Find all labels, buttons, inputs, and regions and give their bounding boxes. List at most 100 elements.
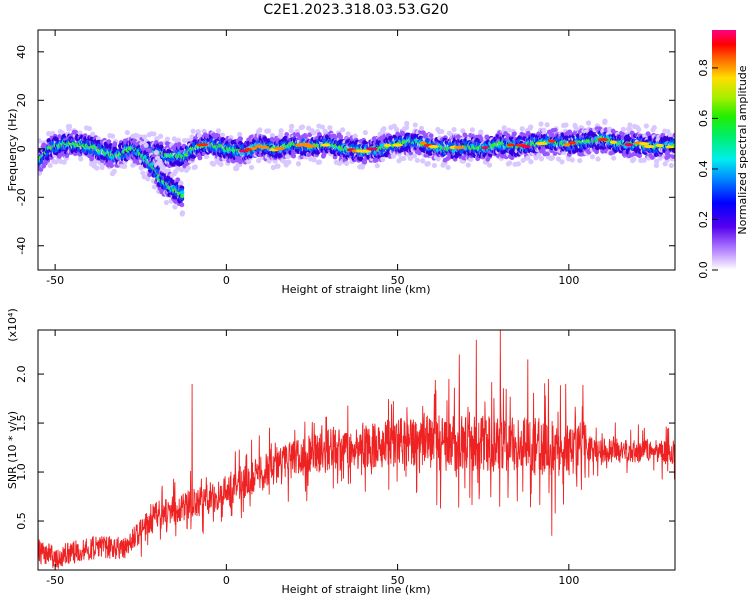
heatmap-cell [552, 127, 558, 133]
heatmap-cell [345, 131, 351, 137]
heatmap-cell [111, 142, 117, 148]
heatmap-cell [538, 156, 545, 162]
heatmap-cell [288, 127, 294, 134]
heatmap-cell [185, 165, 191, 171]
heatmap-cell [412, 122, 418, 128]
heatmap-cell [620, 126, 626, 132]
heatmap-cell [552, 151, 558, 156]
heatmap-cell [340, 127, 346, 133]
spectrogram-heatmap [38, 118, 675, 217]
heatmap-cell [528, 159, 534, 165]
heatmap-cell [319, 124, 326, 130]
heatmap-cell [154, 136, 160, 142]
heatmap-cell [374, 163, 380, 169]
heatmap-cell [109, 133, 116, 139]
heatmap-cell [631, 156, 637, 162]
heatmap-cell [469, 127, 475, 133]
heatmap-cell [401, 155, 407, 162]
heatmap-cell [404, 120, 410, 127]
heatmap-cell [246, 159, 252, 165]
heatmap-cell [519, 126, 525, 132]
heatmap-cell [555, 156, 562, 162]
heatmap-cell [362, 129, 368, 136]
heatmap-cell [265, 128, 272, 134]
heatmap-cell [549, 155, 555, 161]
heatmap-cell [111, 168, 117, 174]
heatmap-cell [594, 149, 600, 155]
heatmap-cell [316, 159, 323, 165]
heatmap-cell [295, 161, 302, 167]
heatmap-cell [418, 125, 425, 131]
heatmap-cell [627, 122, 633, 128]
heatmap-cell [42, 142, 48, 148]
heatmap-cell [289, 123, 295, 129]
heatmap-cell [203, 153, 210, 160]
heatmap-cell [649, 155, 655, 160]
heatmap-cell [411, 153, 418, 159]
heatmap-cell [670, 154, 675, 159]
heatmap-cell [307, 132, 313, 138]
heatmap-cell [141, 134, 148, 140]
heatmap-cell [38, 167, 44, 172]
heatmap-cell [477, 130, 484, 136]
heatmap-cell [38, 170, 43, 176]
heatmap-cell [538, 121, 544, 127]
heatmap-cell [73, 129, 79, 135]
heatmap-cell [197, 155, 203, 161]
heatmap-cell [668, 162, 674, 169]
heatmap-cell [53, 159, 59, 165]
heatmap-cell [90, 131, 96, 137]
heatmap-cell [192, 164, 198, 170]
heatmap-cell [99, 164, 105, 171]
heatmap-cell [237, 131, 243, 138]
heatmap-cell [507, 160, 513, 166]
heatmap-cell [284, 132, 290, 137]
heatmap-cell [311, 157, 317, 163]
heatmap-cell [393, 126, 400, 132]
heatmap-cell [506, 127, 512, 133]
chart-title: C2E1.2023.318.03.53.G20 [263, 2, 449, 18]
heatmap-cell [509, 155, 515, 161]
heatmap-cell [53, 136, 59, 142]
heatmap-cell [641, 157, 647, 163]
heatmap-cell [525, 155, 531, 161]
heatmap-cell [653, 162, 660, 169]
heatmap-cell [286, 159, 292, 165]
heatmap-cell [636, 126, 642, 132]
heatmap-cell [255, 158, 262, 164]
heatmap-cell [327, 125, 333, 131]
heatmap-cell [425, 161, 431, 167]
heatmap-cell [451, 126, 457, 133]
heatmap-cell [407, 155, 414, 161]
heatmap-cell [175, 137, 181, 143]
heatmap-cell [121, 163, 128, 169]
heatmap-cell [92, 159, 98, 165]
heatmap-cell [132, 139, 138, 145]
heatmap-cell [344, 160, 350, 166]
heatmap-cell [662, 161, 668, 167]
heatmap-cell [589, 154, 596, 160]
heatmap-cell [257, 127, 263, 133]
heatmap-cell [559, 159, 565, 165]
heatmap-cell [66, 123, 73, 130]
heatmap-cell [653, 158, 660, 164]
heatmap-cell [237, 136, 243, 142]
heatmap-cell [151, 131, 157, 137]
heatmap-cell [465, 162, 471, 168]
heatmap-cell [269, 132, 275, 139]
heatmap-cell [428, 133, 434, 139]
heatmap-cell [157, 133, 164, 139]
heatmap-cell [577, 157, 583, 164]
heatmap-cell [602, 119, 608, 125]
heatmap-cell [420, 158, 426, 164]
heatmap-cell [643, 123, 649, 129]
heatmap-cell [414, 157, 420, 163]
heatmap-cell [61, 159, 67, 165]
heatmap-cell [511, 131, 517, 137]
heatmap-cell [445, 164, 451, 171]
heatmap-cell [78, 156, 84, 162]
heatmap-cell [403, 124, 410, 131]
heatmap-cell [94, 165, 100, 171]
heatmap-cell [435, 156, 441, 162]
